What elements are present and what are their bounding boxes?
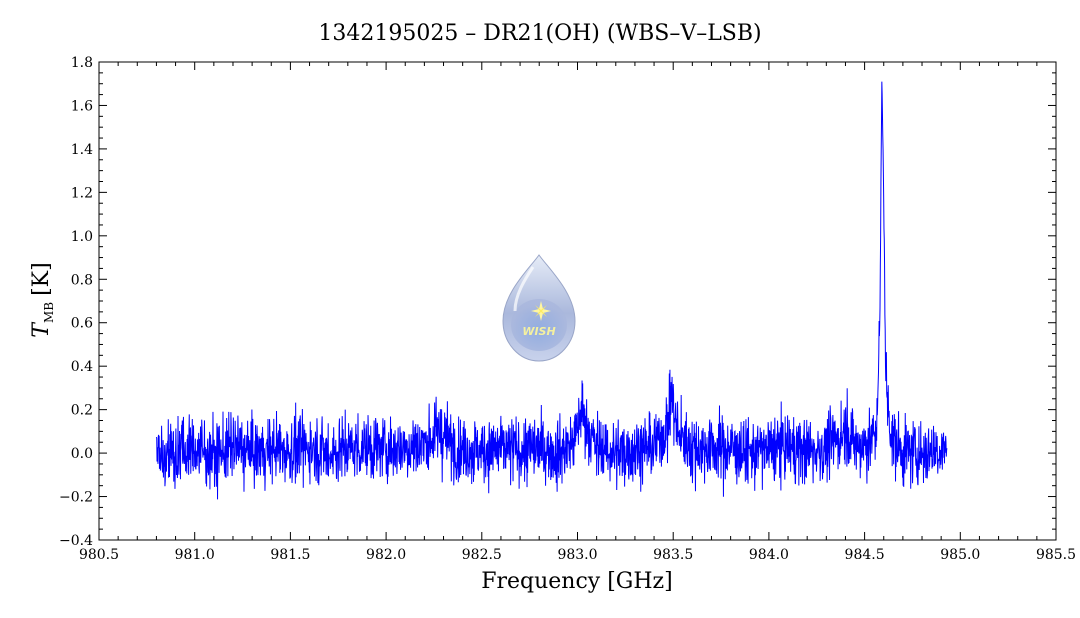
y-tick-label: 1.4 bbox=[71, 142, 93, 158]
x-tick-label: 981.5 bbox=[270, 547, 310, 563]
wish-logo: WISH bbox=[502, 254, 576, 362]
star-icon bbox=[531, 301, 551, 321]
y-tick-label: −0.4 bbox=[59, 533, 93, 549]
y-tick-label: 0.6 bbox=[71, 316, 93, 332]
x-tick-label: 984.5 bbox=[845, 547, 885, 563]
x-tick-label: 981.0 bbox=[175, 547, 215, 563]
y-tick-label: 1.0 bbox=[71, 229, 93, 245]
y-axis-label: TMB [K] bbox=[29, 262, 56, 337]
x-tick-label: 985.0 bbox=[940, 547, 980, 563]
x-tick-label: 982.0 bbox=[366, 547, 406, 563]
svg-text:TMB[K]: TMB [K] bbox=[29, 262, 56, 337]
x-axis-label: Frequency [GHz] bbox=[481, 569, 673, 594]
y-axis-label-sub: MB bbox=[42, 302, 56, 323]
plot-frame bbox=[98, 61, 1057, 541]
x-tick-label: 984.0 bbox=[749, 547, 789, 563]
y-tick-label: 0.4 bbox=[71, 359, 93, 375]
axis-ticks bbox=[98, 61, 1057, 541]
y-axis-label-unit: [K] bbox=[29, 262, 54, 296]
y-tick-label: 0.0 bbox=[71, 446, 93, 462]
chart-title: 1342195025 – DR21(OH) (WBS–V–LSB) bbox=[318, 21, 761, 46]
y-tick-label: 1.8 bbox=[71, 55, 93, 71]
y-tick-label: 0.2 bbox=[71, 403, 93, 419]
x-tick-labels: 980.5 981.0 981.5 982.0 982.5 983.0 983.5 984.0… bbox=[79, 547, 1076, 563]
x-tick-label: 983.0 bbox=[557, 547, 597, 563]
series-line bbox=[155, 81, 948, 500]
y-tick-label: −0.2 bbox=[59, 490, 93, 506]
y-tick-label: 0.8 bbox=[71, 272, 93, 288]
x-tick-label: 980.5 bbox=[79, 547, 119, 563]
y-axis-label-main: T bbox=[29, 321, 54, 338]
x-tick-label: 985.5 bbox=[1036, 547, 1076, 563]
y-tick-labels: −0.4 −0.2 0.0 0.2 0.4 0.6 0.8 1.0 1.2 1.4 1.6 1.8 bbox=[59, 55, 93, 549]
wish-logo-text: WISH bbox=[522, 325, 555, 338]
x-tick-label: 983.5 bbox=[653, 547, 693, 563]
x-tick-label: 982.5 bbox=[462, 547, 502, 563]
y-tick-label: 1.6 bbox=[71, 98, 93, 114]
y-tick-label: 1.2 bbox=[71, 185, 93, 201]
